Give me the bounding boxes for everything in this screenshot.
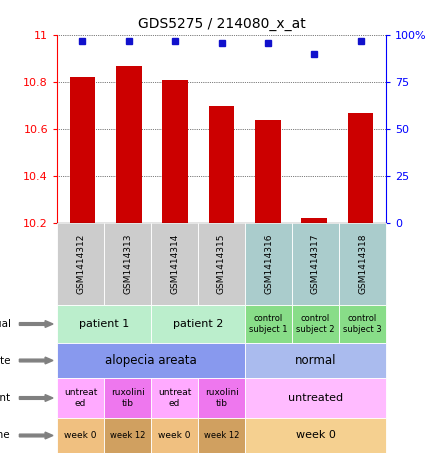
Bar: [348, 112, 373, 223]
Text: week 0: week 0: [64, 431, 97, 440]
Text: GSM1414313: GSM1414313: [123, 234, 132, 294]
Text: week 0: week 0: [296, 430, 336, 440]
Text: patient 2: patient 2: [173, 319, 223, 329]
Bar: [255, 120, 281, 223]
Bar: [209, 106, 234, 223]
Text: control
subject 1: control subject 1: [249, 314, 288, 334]
Text: week 12: week 12: [204, 431, 239, 440]
Text: disease state: disease state: [0, 356, 11, 366]
Text: patient 1: patient 1: [79, 319, 129, 329]
Text: normal: normal: [295, 354, 336, 367]
Text: individual: individual: [0, 319, 11, 329]
Text: GSM1414317: GSM1414317: [311, 234, 320, 294]
Text: GSM1414312: GSM1414312: [76, 234, 85, 294]
Text: alopecia areata: alopecia areata: [105, 354, 197, 367]
Text: week 12: week 12: [110, 431, 145, 440]
Bar: [70, 77, 95, 223]
Bar: [116, 66, 141, 223]
Text: GSM1414316: GSM1414316: [264, 234, 273, 294]
Text: ruxolini
tib: ruxolini tib: [111, 388, 145, 408]
Bar: [162, 80, 188, 223]
Text: untreated: untreated: [288, 393, 343, 403]
Text: time: time: [0, 430, 11, 440]
Text: GSM1414318: GSM1414318: [358, 234, 367, 294]
Text: control
subject 2: control subject 2: [296, 314, 335, 334]
Bar: [301, 218, 327, 223]
Text: agent: agent: [0, 393, 11, 403]
Title: GDS5275 / 214080_x_at: GDS5275 / 214080_x_at: [138, 17, 305, 31]
Text: control
subject 3: control subject 3: [343, 314, 382, 334]
Text: ruxolini
tib: ruxolini tib: [205, 388, 238, 408]
Text: untreat
ed: untreat ed: [64, 388, 97, 408]
Text: GSM1414314: GSM1414314: [170, 234, 179, 294]
Text: untreat
ed: untreat ed: [158, 388, 191, 408]
Text: GSM1414315: GSM1414315: [217, 234, 226, 294]
Text: week 0: week 0: [158, 431, 191, 440]
